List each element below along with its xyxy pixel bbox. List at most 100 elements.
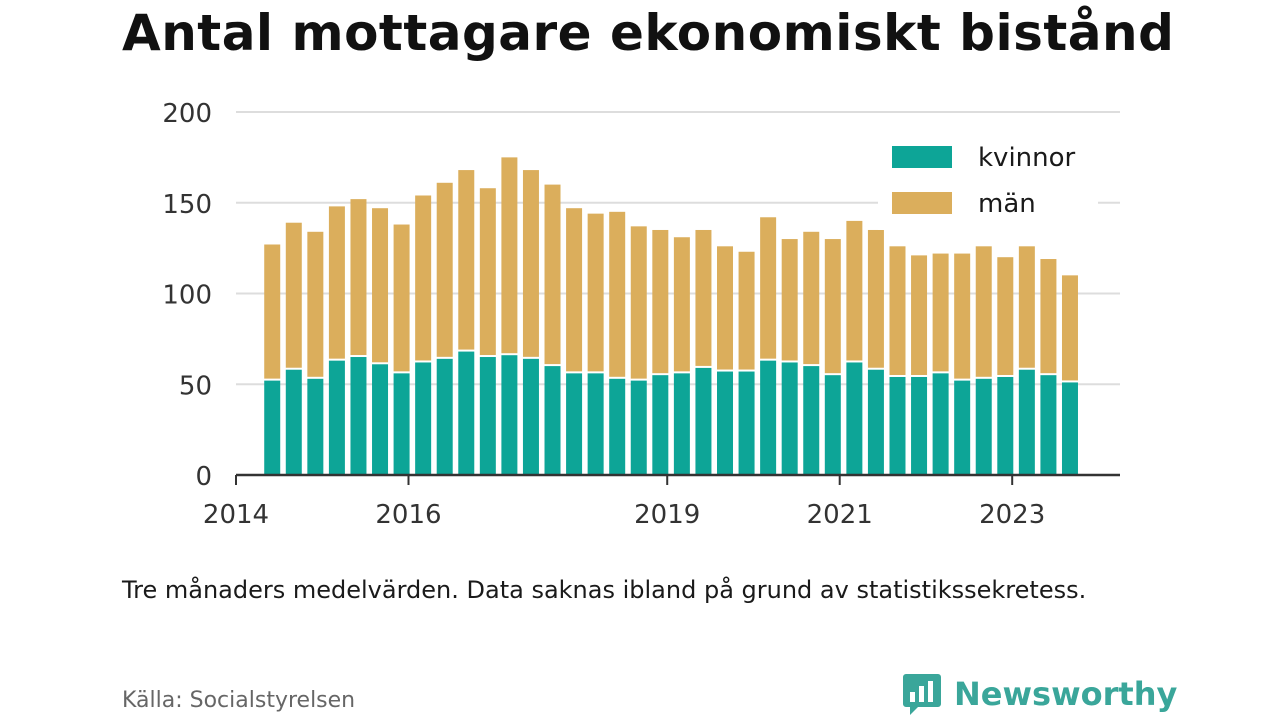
bar-man	[415, 195, 432, 361]
bar-kvinnor	[867, 369, 884, 475]
x-tick-label: 2021	[807, 500, 873, 530]
bar-man	[350, 199, 367, 356]
bar-man	[760, 217, 777, 359]
bar-man	[609, 211, 626, 377]
y-tick-label: 200	[162, 99, 212, 129]
bar-kvinnor	[932, 373, 949, 475]
bar-man	[1061, 275, 1078, 381]
bar-man	[652, 229, 669, 374]
legend-swatch-kvinnor	[892, 146, 952, 168]
bar-kvinnor	[846, 362, 863, 475]
legend-label-man: män	[978, 189, 1036, 219]
bar-man	[781, 239, 798, 361]
bar-man	[673, 237, 690, 372]
x-tick-label: 2019	[634, 500, 700, 530]
bar-kvinnor	[911, 376, 928, 475]
bar-man	[285, 222, 302, 368]
legend-swatch-man	[892, 192, 952, 214]
bar-kvinnor	[544, 366, 561, 475]
bar-man	[932, 253, 949, 372]
bar-kvinnor	[393, 373, 410, 475]
bar-kvinnor	[609, 378, 626, 475]
bar-man	[846, 220, 863, 361]
bar-man	[587, 213, 604, 372]
x-axis-ticks: 2014 2016 2019 2021 2023	[203, 475, 1045, 530]
legend: kvinnor män	[878, 136, 1098, 230]
bar-kvinnor	[501, 355, 518, 475]
bar-man	[997, 257, 1014, 375]
brand-logo: Newsworthy	[902, 672, 1177, 716]
chart-note: Tre månaders medelvärden. Data saknas ib…	[122, 576, 1087, 604]
bar-man	[867, 229, 884, 368]
bar-man	[889, 246, 906, 375]
source-label: Källa: Socialstyrelsen	[122, 688, 356, 713]
bar-kvinnor	[1040, 375, 1057, 475]
bar-kvinnor	[997, 376, 1014, 475]
bar-man	[695, 229, 712, 366]
bar-chart: 0 50 100 150 200 2014 2016 2019 2021 2023 kvinno…	[162, 99, 1120, 530]
bar-man	[975, 246, 992, 377]
bar-kvinnor	[781, 362, 798, 475]
bar-kvinnor	[760, 360, 777, 475]
bar-man	[458, 170, 475, 350]
bar-kvinnor	[1018, 369, 1035, 475]
y-tick-label: 150	[162, 190, 212, 220]
bar-man	[911, 255, 928, 375]
bar-kvinnor	[264, 380, 281, 475]
bar-kvinnor	[415, 362, 432, 475]
bar-kvinnor	[587, 373, 604, 475]
bar-kvinnor	[458, 351, 475, 475]
bar-man	[803, 231, 820, 365]
bar-man	[544, 184, 561, 365]
bar-kvinnor	[479, 357, 496, 475]
brand-name: Newsworthy	[954, 675, 1178, 713]
bar-man	[328, 206, 345, 359]
bar-kvinnor	[975, 378, 992, 475]
bar-man	[479, 188, 496, 356]
bar-man	[372, 208, 389, 363]
bar-man	[501, 157, 518, 354]
y-tick-label: 50	[179, 371, 212, 401]
bar-man	[738, 251, 755, 370]
x-tick-label: 2023	[979, 500, 1045, 530]
bar-kvinnor	[522, 358, 539, 475]
bar-man	[264, 244, 281, 379]
bar-kvinnor	[738, 371, 755, 475]
bar-man	[436, 182, 453, 357]
bar-kvinnor	[717, 371, 734, 475]
bar-kvinnor	[1061, 382, 1078, 475]
bar-kvinnor	[307, 378, 324, 475]
x-tick-label: 2016	[375, 500, 441, 530]
bar-man	[630, 226, 647, 379]
y-axis-ticks: 0 50 100 150 200	[162, 99, 212, 492]
newsworthy-logo-icon	[903, 674, 941, 715]
legend-label-kvinnor: kvinnor	[978, 143, 1076, 173]
bar-man	[566, 208, 583, 372]
bar-kvinnor	[824, 375, 841, 475]
bar-kvinnor	[350, 357, 367, 475]
y-tick-label: 100	[162, 281, 212, 311]
y-tick-label: 0	[195, 462, 212, 492]
bar-kvinnor	[673, 373, 690, 475]
chart-title: Antal mottagare ekonomiskt bistånd	[122, 4, 1175, 62]
bar-kvinnor	[954, 380, 971, 475]
bar-kvinnor	[889, 376, 906, 475]
bar-man	[1040, 259, 1057, 374]
bar-kvinnor	[372, 364, 389, 475]
bar-kvinnor	[695, 367, 712, 475]
bar-kvinnor	[566, 373, 583, 475]
bar-man	[393, 224, 410, 372]
bar-man	[717, 246, 734, 370]
bar-man	[954, 253, 971, 379]
bar-kvinnor	[803, 366, 820, 475]
bar-man	[1018, 246, 1035, 368]
bar-man	[522, 170, 539, 357]
bar-man	[824, 239, 841, 374]
bar-kvinnor	[285, 369, 302, 475]
bar-kvinnor	[436, 358, 453, 475]
bar-kvinnor	[630, 380, 647, 475]
bar-kvinnor	[652, 375, 669, 475]
bar-kvinnor	[328, 360, 345, 475]
x-tick-label: 2014	[203, 500, 269, 530]
bar-man	[307, 231, 324, 377]
